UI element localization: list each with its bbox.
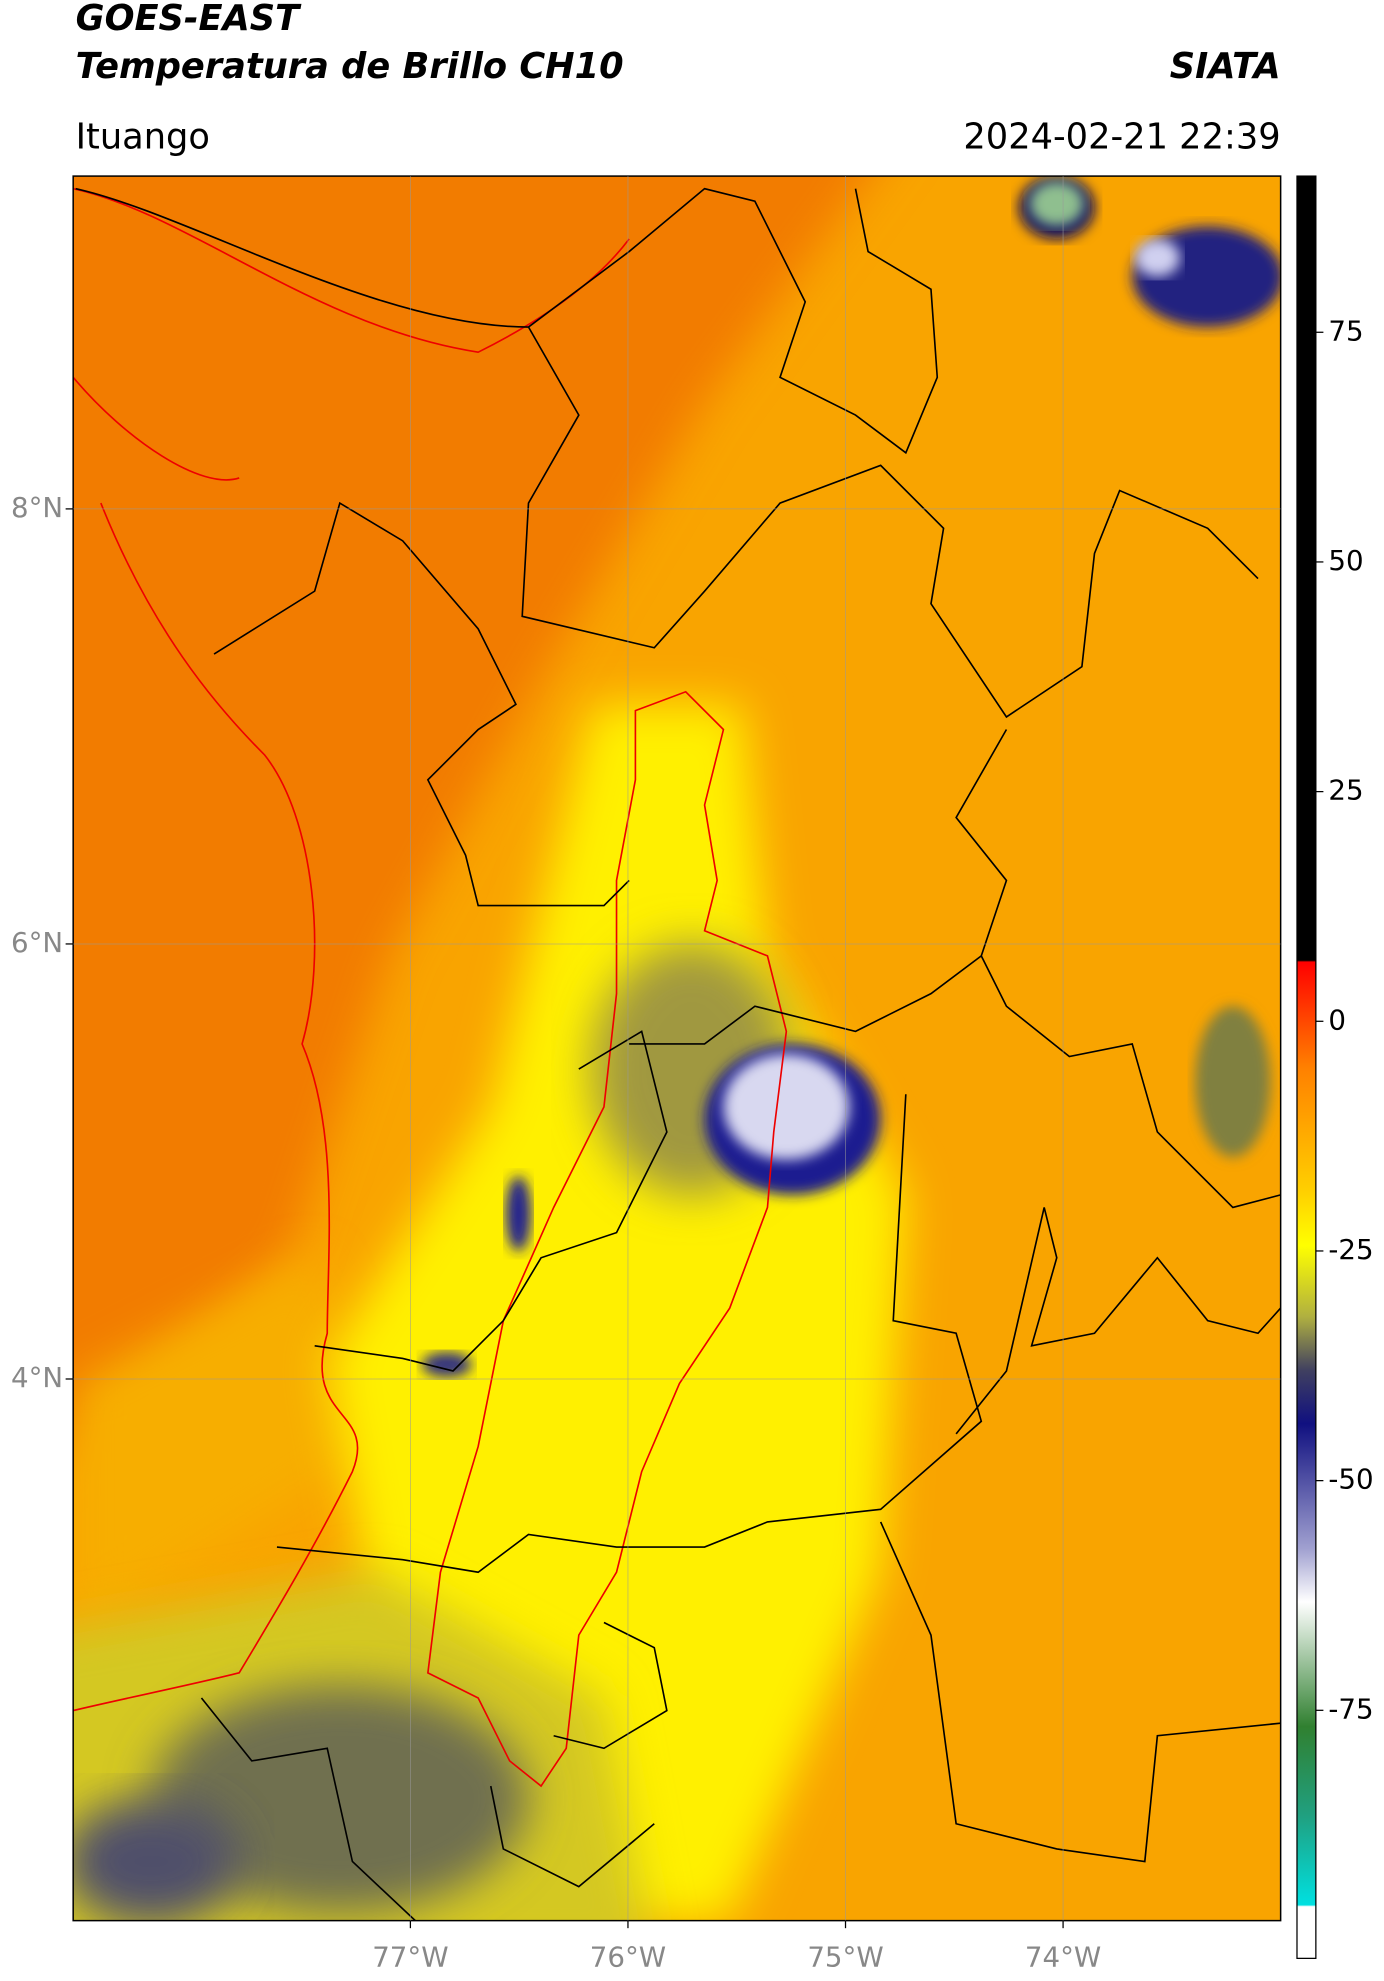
graticule xyxy=(65,176,1281,1929)
satellite-title: GOES-EAST xyxy=(76,0,302,39)
lon-label: 76°W xyxy=(590,1940,666,1973)
colorbar-label: -75 xyxy=(1328,1692,1373,1725)
region: Ituango xyxy=(76,116,210,157)
agency: SIATA xyxy=(1170,46,1281,87)
product-title: Temperatura de Brillo CH10 xyxy=(76,46,624,87)
colorbar-label: 75 xyxy=(1328,314,1363,347)
datetime: 2024-02-21 22:39 xyxy=(963,116,1280,157)
lat-label: 8°N xyxy=(11,491,63,524)
colorbar-label: -50 xyxy=(1328,1463,1373,1496)
lon-label: 74°W xyxy=(1025,1940,1101,1973)
satellite-image xyxy=(73,176,1281,1921)
map-frame xyxy=(72,175,1282,1922)
lat-label: 6°N xyxy=(11,926,63,959)
colorbar-label: 50 xyxy=(1328,544,1363,577)
colorbar-label: -25 xyxy=(1328,1233,1373,1266)
colorbar-label: 0 xyxy=(1328,1003,1346,1036)
axis-labels: 77°W 76°W 75°W 74°W 8°N 6°N 4°N 75 50 25 0 -25 -50 -7… xyxy=(11,314,1374,1973)
lon-label: 77°W xyxy=(372,1940,448,1973)
colorbar-label: 25 xyxy=(1328,774,1363,807)
lat-label: 4°N xyxy=(11,1361,63,1394)
colorbar xyxy=(1296,175,1317,1959)
lon-label: 75°W xyxy=(807,1940,883,1973)
